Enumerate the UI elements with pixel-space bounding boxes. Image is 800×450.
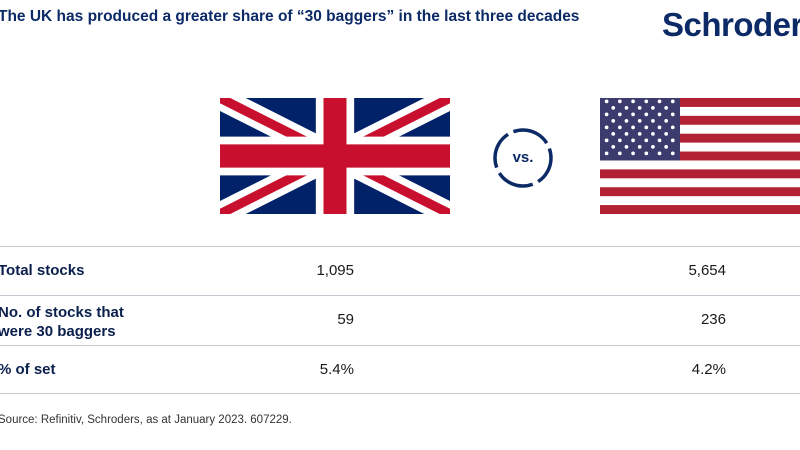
source-note: Source: Refinitiv, Schroders, as at Janu… [0,414,292,426]
us-30-baggers-value: 236 [700,311,726,328]
vs-circle-icon [493,128,553,188]
row-divider [0,295,800,296]
us-total-stocks-value: 5,654 [688,262,726,279]
table-top-rule [0,246,800,247]
row-divider [0,345,800,346]
schroders-logo: Schroders [662,6,800,43]
us-percent-value: 4.2% [691,361,726,378]
row-label-30-baggers-line2: were 30 baggers [0,323,116,340]
uk-flag-icon [220,98,450,214]
uk-percent-value: 5.4% [319,361,354,378]
row-label-total-stocks: Total stocks [0,262,85,279]
table-bottom-rule [0,393,800,394]
row-label-30-baggers-line1: No. of stocks that [0,304,124,321]
uk-30-baggers-value: 59 [337,311,354,328]
uk-total-stocks-value: 1,095 [316,262,354,279]
chart-title: The UK has produced a greater share of “… [0,8,580,25]
vs-label: vs. [512,149,534,166]
us-flag-icon [600,98,800,214]
row-label-percent-of-set: % of set [0,361,56,378]
